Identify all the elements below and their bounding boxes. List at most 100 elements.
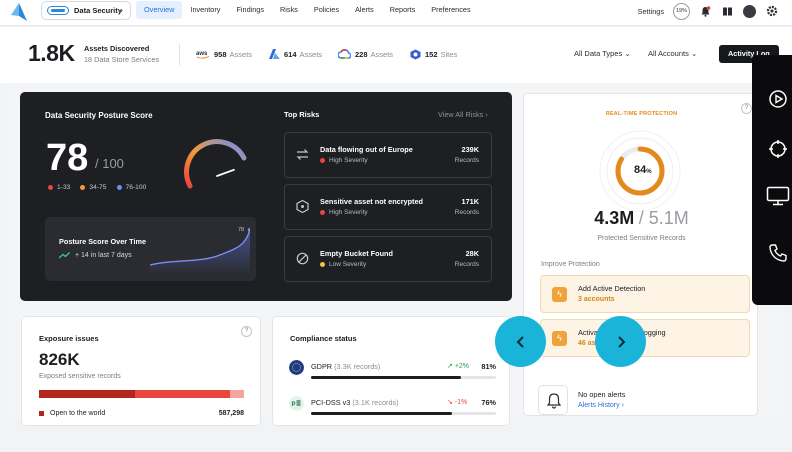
posture-score: 78 [46, 137, 89, 179]
exposure-row[interactable]: Open to the world 587,298 [39, 410, 244, 417]
trend-peak-label: 78 [238, 227, 245, 233]
risk-title: Empty Bucket Found [320, 249, 393, 258]
tab-alerts[interactable]: Alerts [355, 5, 374, 14]
phone-icon[interactable] [768, 243, 788, 263]
gear-icon[interactable] [765, 5, 778, 18]
compliance-title: Compliance status [290, 334, 357, 343]
delta-value: -1% [454, 399, 468, 406]
trend-sparkline [150, 227, 250, 275]
aws-unit: Assets [229, 49, 253, 59]
tab-policies[interactable]: Policies [313, 5, 340, 14]
aws-count: 958 [214, 49, 227, 59]
compliance-pct: 81% [481, 362, 496, 371]
suggestion-item[interactable]: ϟ Add Active Detection 3 accounts [540, 275, 750, 313]
risk-count: 171K [461, 197, 479, 206]
trend-up-icon [59, 252, 70, 259]
risk-item[interactable]: Sensitive asset not encrypted High Sever… [284, 184, 492, 230]
posture-trend-box[interactable]: Posture Score Over Time + 14 in last 7 d… [45, 217, 256, 281]
risk-severity-label: Low Severity [329, 261, 367, 268]
divider [179, 44, 180, 65]
risk-item[interactable]: Empty Bucket Found Low Severity 28K Reco… [284, 236, 492, 282]
tab-findings[interactable]: Findings [236, 5, 265, 14]
severity-dot [320, 158, 325, 163]
exposure-row-label: Open to the world [50, 410, 106, 417]
compliance-item[interactable]: GDPR (3.3K records) ↗ +2% 81% [289, 357, 496, 387]
settings-link[interactable]: Settings [637, 6, 664, 16]
user-avatar[interactable] [743, 4, 756, 18]
eu-flag-icon [289, 360, 304, 375]
compliance-name: PCI-DSS v3 (3.1K records) [311, 398, 399, 407]
crosshair-icon[interactable] [768, 139, 788, 159]
provider-azure[interactable]: 614 Assets [269, 49, 322, 59]
risk-title: Sensitive asset not encrypted [320, 197, 424, 206]
next-button[interactable] [595, 316, 646, 367]
exposure-segment-2 [135, 390, 230, 398]
compliance-progress-fill [311, 412, 452, 415]
help-icon[interactable]: ? [741, 103, 752, 114]
top-risks-title: Top Risks [284, 110, 320, 119]
donut-arc [615, 146, 665, 196]
assets-subtitle: 18 Data Store Services [84, 55, 160, 64]
chevron-down-icon: ⌄ [690, 49, 698, 58]
aws-icon: aws [196, 51, 210, 59]
azure-count: 614 [284, 49, 297, 59]
risk-severity-label: High Severity [329, 157, 368, 164]
gcp-count: 228 [355, 49, 368, 59]
risk-severity: High Severity [320, 157, 368, 164]
data-types-dropdown[interactable]: All Data Types ⌄ [574, 49, 631, 58]
previous-button[interactable] [495, 316, 546, 367]
notification-bell-icon[interactable] [699, 5, 712, 18]
provider-sites[interactable]: 152 Sites [410, 49, 457, 60]
progress-badge[interactable]: 19% [673, 2, 690, 20]
gcp-icon [338, 49, 351, 59]
compliance-item[interactable]: P PCI-DSS v3 (3.1K records) ↘ -1% 76% [289, 393, 496, 423]
chevron-left-icon [516, 335, 524, 348]
exposure-row-value: 587,298 [218, 410, 244, 417]
product-switcher[interactable]: Data Security ⌄ [41, 1, 131, 20]
product-cloud-icon [47, 6, 69, 15]
brand-logo-icon[interactable] [11, 3, 27, 21]
posture-card: Data Security Posture Score 78 / 100 1-3… [20, 92, 512, 301]
docs-book-icon[interactable] [721, 5, 734, 18]
protection-percent-value: 84 [634, 164, 647, 176]
protected-count: 4.3M [594, 208, 635, 228]
tab-preferences[interactable]: Preferences [431, 5, 471, 14]
protection-percent-sign: % [646, 169, 652, 175]
assets-summary-bar: 1.8K Assets Discovered 18 Data Store Ser… [0, 27, 792, 83]
tab-reports[interactable]: Reports [389, 5, 416, 14]
help-icon[interactable]: ? [241, 326, 252, 337]
legend-low: 1-33 [48, 184, 70, 191]
risk-severity-label: High Severity [329, 209, 368, 216]
svg-text:P: P [292, 402, 296, 408]
suggestion-sub: 3 accounts [578, 296, 615, 303]
empty-icon [296, 252, 309, 265]
risk-unit: Records [454, 261, 479, 268]
alerts-bell-box[interactable] [538, 385, 568, 415]
legend-high-label: 76-100 [125, 184, 147, 191]
provider-aws[interactable]: aws 958 Assets [196, 49, 252, 59]
view-all-risks-link[interactable]: View All Risks › [438, 110, 488, 119]
compliance-card: Compliance status GDPR (3.3K records) ↗ … [272, 316, 510, 426]
risk-item[interactable]: Data flowing out of Europe High Severity… [284, 132, 492, 178]
exposure-segment-3 [229, 390, 244, 398]
alerts-history-link[interactable]: Alerts History › [578, 402, 624, 409]
chevron-right-icon [617, 335, 625, 348]
legend-dot [116, 185, 122, 190]
aws-logo-text: aws [196, 51, 208, 57]
accounts-dropdown[interactable]: All Accounts ⌄ [648, 49, 697, 58]
tab-risks[interactable]: Risks [280, 5, 298, 14]
legend-mid-label: 34-75 [89, 184, 107, 191]
legend-mid: 34-75 [80, 184, 107, 191]
tab-inventory[interactable]: Inventory [190, 5, 221, 14]
posture-max: / 100 [95, 156, 124, 171]
bell-icon [546, 393, 562, 409]
monitor-icon[interactable] [766, 186, 790, 206]
provider-gcp[interactable]: 228 Assets [338, 49, 393, 59]
compliance-progress [311, 412, 496, 415]
play-icon[interactable] [768, 89, 788, 109]
sites-unit: Sites [440, 50, 458, 59]
tab-overview[interactable]: Overview [136, 1, 183, 19]
severity-dot [320, 262, 325, 267]
lightning-icon: ϟ [552, 331, 567, 346]
lightning-icon: ϟ [552, 287, 567, 302]
